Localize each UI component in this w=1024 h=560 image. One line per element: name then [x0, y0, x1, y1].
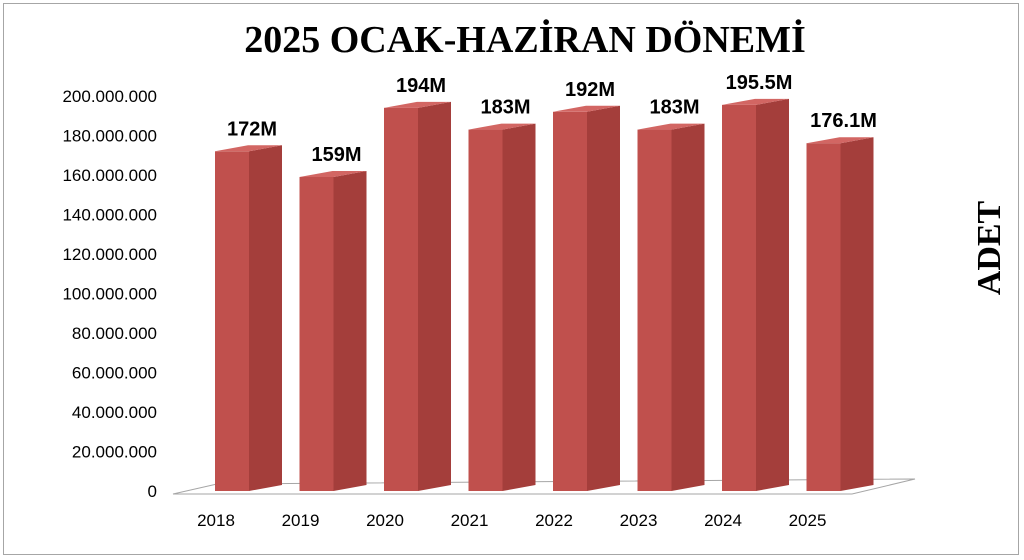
data-label: 172M	[227, 118, 277, 140]
bar-side	[756, 98, 789, 491]
y-tick-label: 100.000.000	[62, 285, 157, 304]
bar-side	[502, 123, 536, 491]
y-tick-label: 120.000.000	[62, 245, 157, 264]
bar-side	[671, 123, 705, 491]
bar	[215, 145, 282, 492]
bar-front	[806, 143, 841, 491]
x-axis-ticks: 2018 2019 2020 2021 2022 2023 2024 2025	[197, 511, 826, 530]
bar-top	[553, 105, 620, 112]
data-label: 194M	[396, 75, 446, 97]
bar	[637, 123, 705, 491]
y-axis-ticks: 0 20.000.000 40.000.000 60.000.000 80.000.00…	[62, 87, 157, 501]
bar-front	[637, 129, 672, 491]
bar	[722, 98, 789, 491]
y-tick-label: 180.000.000	[62, 127, 157, 146]
chart-title: 2025 OCAK-HAZİRAN DÖNEMİ	[244, 19, 806, 61]
y-axis-label: ADET	[971, 200, 1008, 295]
data-label: 192M	[565, 79, 615, 101]
y-tick-label: 20.000.000	[72, 443, 157, 462]
x-tick-label: 2020	[366, 511, 404, 530]
bar-side	[249, 145, 282, 492]
bar-side	[418, 101, 451, 491]
bar-top	[299, 170, 367, 177]
data-label: 195.5M	[726, 72, 793, 94]
bar-front	[299, 176, 334, 491]
bar-top	[215, 145, 282, 152]
y-tick-label: 80.000.000	[72, 324, 157, 343]
bar	[806, 137, 874, 491]
data-label: 159M	[311, 144, 361, 166]
y-tick-label: 40.000.000	[72, 403, 157, 422]
data-label: 183M	[649, 97, 699, 119]
bar-top	[384, 101, 451, 108]
bar-front	[553, 111, 587, 492]
x-tick-label: 2018	[197, 511, 235, 530]
x-tick-label: 2021	[451, 511, 489, 530]
y-tick-label: 60.000.000	[72, 364, 157, 383]
bar	[384, 101, 451, 491]
data-label: 176.1M	[810, 110, 877, 132]
y-tick-label: 0	[148, 482, 157, 501]
y-tick-label: 200.000.000	[62, 87, 157, 106]
bars: 172M 159M 194M 183M 192M 183M 195.5M 176.1M	[215, 72, 877, 492]
bar	[299, 170, 367, 491]
bar	[553, 105, 620, 492]
bar-top	[722, 98, 789, 105]
bar-front	[468, 129, 503, 491]
y-tick-label: 140.000.000	[62, 206, 157, 225]
bar-top	[637, 123, 705, 130]
y-tick-label: 160.000.000	[62, 166, 157, 185]
data-label: 183M	[480, 97, 530, 119]
bar-front	[384, 107, 418, 491]
x-tick-label: 2024	[704, 511, 742, 530]
bar-side	[587, 105, 620, 492]
bar-top	[806, 137, 874, 144]
bar-top	[468, 123, 536, 130]
bar-side	[333, 170, 367, 491]
x-tick-label: 2022	[535, 511, 573, 530]
chart-floor	[172, 478, 916, 495]
bar	[468, 123, 536, 491]
x-tick-label: 2025	[789, 511, 827, 530]
bar-side	[840, 137, 874, 491]
bar-front	[215, 151, 249, 492]
x-tick-label: 2023	[620, 511, 658, 530]
bar-front	[722, 104, 756, 491]
x-tick-label: 2019	[282, 511, 320, 530]
